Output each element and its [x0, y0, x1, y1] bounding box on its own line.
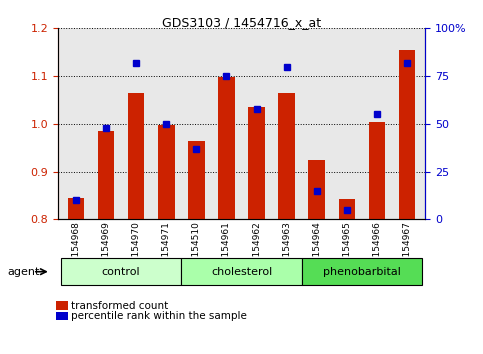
Text: phenobarbital: phenobarbital	[323, 267, 401, 277]
Text: control: control	[102, 267, 141, 277]
Bar	[158, 125, 174, 219]
Bar	[188, 141, 205, 219]
Bar	[369, 121, 385, 219]
Text: percentile rank within the sample: percentile rank within the sample	[71, 311, 247, 321]
Bar	[248, 107, 265, 219]
Text: transformed count: transformed count	[71, 301, 169, 310]
Bar	[309, 160, 325, 219]
Text: cholesterol: cholesterol	[211, 267, 272, 277]
Text: agent: agent	[7, 267, 40, 277]
Text: GDS3103 / 1454716_x_at: GDS3103 / 1454716_x_at	[162, 16, 321, 29]
Bar	[398, 50, 415, 219]
Bar	[98, 131, 114, 219]
Bar	[278, 93, 295, 219]
Bar	[339, 199, 355, 219]
Bar	[218, 77, 235, 219]
Bar	[68, 198, 85, 219]
Bar	[128, 93, 144, 219]
